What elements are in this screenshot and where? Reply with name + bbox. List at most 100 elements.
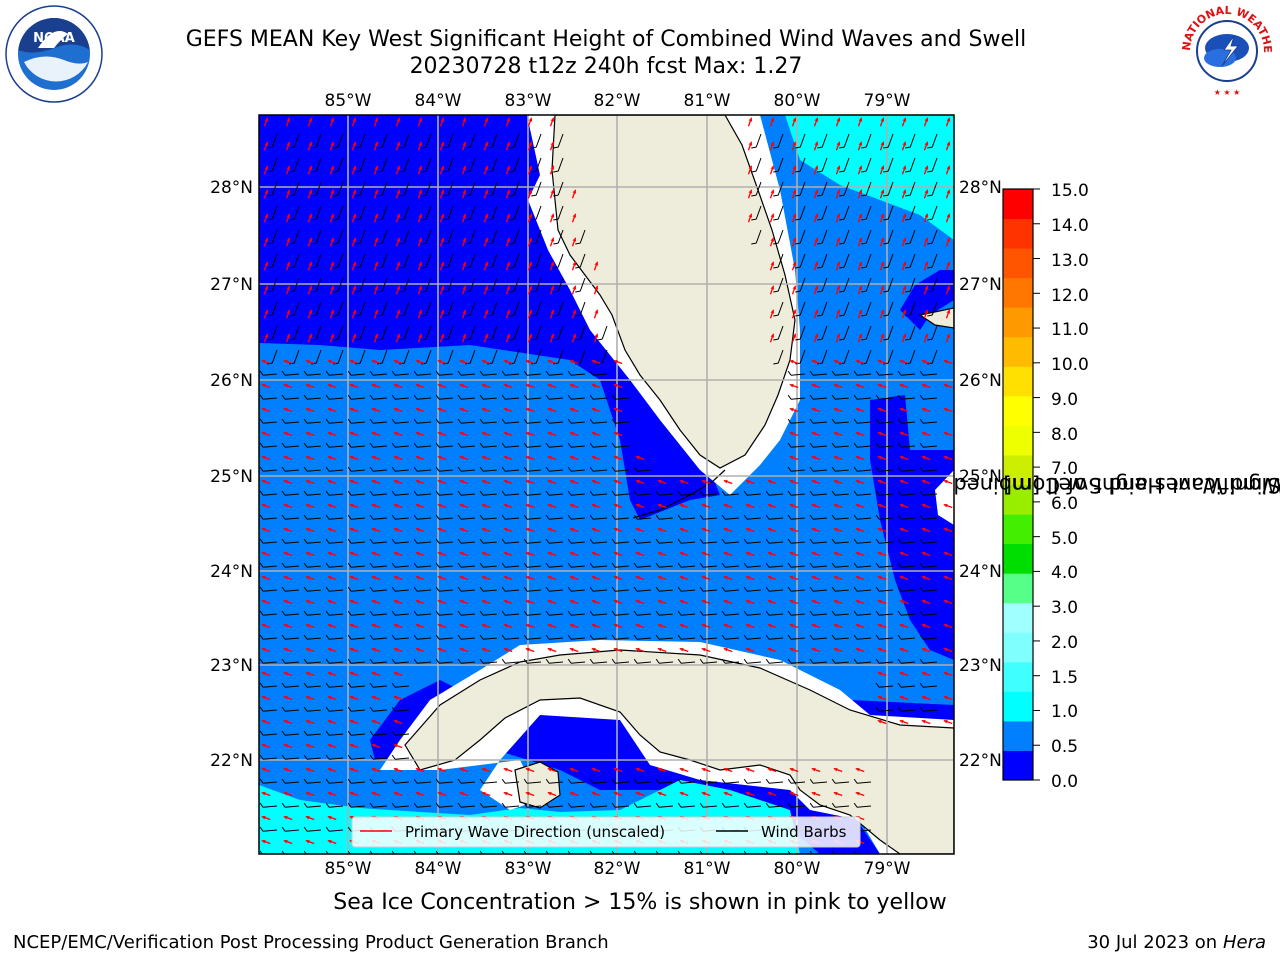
- wave-direction-arrowhead: [767, 599, 772, 604]
- wave-direction-arrowhead: [902, 165, 907, 170]
- wave-direction-arrowhead: [503, 383, 508, 388]
- wave-direction-arrowhead: [547, 551, 552, 556]
- lon-label-top: 85°W: [325, 91, 372, 111]
- wave-direction-arrowhead: [352, 213, 357, 218]
- wind-barb: [843, 205, 850, 220]
- wave-direction-arrowhead: [572, 309, 577, 314]
- wind-barb-flag: [325, 586, 330, 592]
- wave-direction-arrowhead: [305, 527, 310, 532]
- wind-barb-flag: [905, 266, 911, 269]
- wind-barb: [285, 637, 300, 640]
- wind-barb-flag: [377, 242, 383, 245]
- wave-direction-arrowhead: [833, 407, 838, 412]
- wind-barb-flag: [377, 266, 383, 269]
- wave-direction-arrowhead: [921, 359, 926, 364]
- wind-barb-flag: [655, 538, 660, 544]
- wind-barb: [307, 517, 322, 520]
- wind-barb-flag: [479, 778, 484, 784]
- wind-barb-flag: [421, 146, 427, 149]
- wind-barb: [425, 325, 432, 340]
- wind-barb: [469, 181, 476, 196]
- wave-direction-arrowhead: [899, 455, 904, 460]
- wind-barb: [901, 685, 916, 688]
- wave-direction-arrowhead: [921, 503, 926, 508]
- wind-barb-flag: [545, 850, 549, 854]
- wind-barb-flag: [831, 418, 836, 424]
- wave-direction-arrowhead: [349, 719, 354, 724]
- wave-direction-arrowhead: [286, 117, 291, 122]
- wave-direction-arrowhead: [440, 189, 445, 194]
- wind-barb: [505, 469, 520, 472]
- wind-barb-flag: [531, 218, 537, 221]
- wave-direction-arrowhead: [547, 503, 552, 508]
- wave-direction-arrowhead: [836, 309, 841, 314]
- wind-barb-flag: [377, 146, 383, 149]
- wind-barb-flag: [677, 658, 682, 664]
- wind-barb-flag: [523, 538, 528, 544]
- wave-direction-arrowhead: [921, 671, 926, 676]
- wind-barb-flag: [435, 562, 440, 568]
- wind-barb-flag: [545, 418, 550, 424]
- wind-barb: [439, 589, 454, 592]
- wave-direction-arrowhead: [305, 623, 310, 628]
- wind-barb: [285, 469, 300, 472]
- wind-barb: [439, 541, 454, 544]
- wind-barb: [351, 469, 366, 472]
- wave-direction-arrowhead: [506, 165, 511, 170]
- wind-barb: [439, 565, 454, 568]
- wave-direction-arrowhead: [591, 431, 596, 436]
- wind-barb-flag: [589, 418, 594, 424]
- wave-direction-arrowhead: [701, 791, 706, 796]
- wave-direction-arrowhead: [396, 189, 401, 194]
- wave-direction-arrowhead: [330, 333, 335, 338]
- wave-direction-arrowhead: [349, 695, 354, 700]
- wind-barb: [659, 661, 674, 664]
- wave-direction-arrowhead: [415, 623, 420, 628]
- wave-direction-arrowhead: [770, 309, 775, 314]
- wind-barb-flag: [391, 850, 395, 854]
- wind-barb-flag: [853, 490, 858, 496]
- wind-barb: [535, 301, 542, 316]
- wave-direction-arrowhead: [635, 551, 640, 556]
- wave-direction-arrowhead: [943, 431, 948, 436]
- wind-barb-flag: [509, 338, 515, 341]
- wave-direction-arrowhead: [264, 141, 269, 146]
- wind-barb-flag: [259, 826, 264, 832]
- wind-barb: [931, 157, 938, 172]
- wave-direction-arrowhead: [635, 527, 640, 532]
- wind-barb: [769, 565, 784, 568]
- wind-barb-flag: [875, 466, 880, 472]
- wind-barb: [747, 613, 762, 616]
- wind-barb-flag: [281, 802, 286, 808]
- wave-direction-arrowhead: [503, 455, 508, 460]
- wind-barb-flag: [545, 466, 550, 472]
- wind-barb: [879, 685, 894, 688]
- wind-barb: [703, 805, 718, 808]
- wave-direction-arrowhead: [308, 261, 313, 266]
- wave-direction-arrowhead: [506, 309, 511, 314]
- wind-barb: [857, 805, 872, 808]
- wind-barb: [439, 421, 454, 424]
- wind-barb: [857, 373, 872, 376]
- wave-direction-arrowhead: [572, 189, 577, 194]
- wave-direction-arrowhead: [393, 743, 398, 748]
- wind-barb-flag: [545, 634, 550, 640]
- wind-barb: [535, 325, 542, 340]
- wind-barb: [315, 229, 322, 244]
- wind-barb-flag: [809, 802, 814, 808]
- wave-direction-arrowhead: [330, 285, 335, 290]
- wave-direction-arrowhead: [591, 503, 596, 508]
- wave-direction-arrowhead: [833, 431, 838, 436]
- wind-barb: [381, 301, 388, 316]
- wind-barb: [747, 541, 762, 544]
- wave-direction-arrowhead: [613, 623, 618, 628]
- wind-barb-flag: [391, 634, 396, 640]
- wind-barb-flag: [281, 562, 286, 568]
- wind-barb: [439, 805, 454, 808]
- wave-direction-arrowhead: [836, 237, 841, 242]
- wave-direction-arrowhead: [855, 551, 860, 556]
- wave-direction-arrowhead: [437, 359, 442, 364]
- wave-direction-arrowhead: [591, 575, 596, 580]
- wind-barb: [461, 541, 476, 544]
- wave-direction-arrowhead: [943, 383, 948, 388]
